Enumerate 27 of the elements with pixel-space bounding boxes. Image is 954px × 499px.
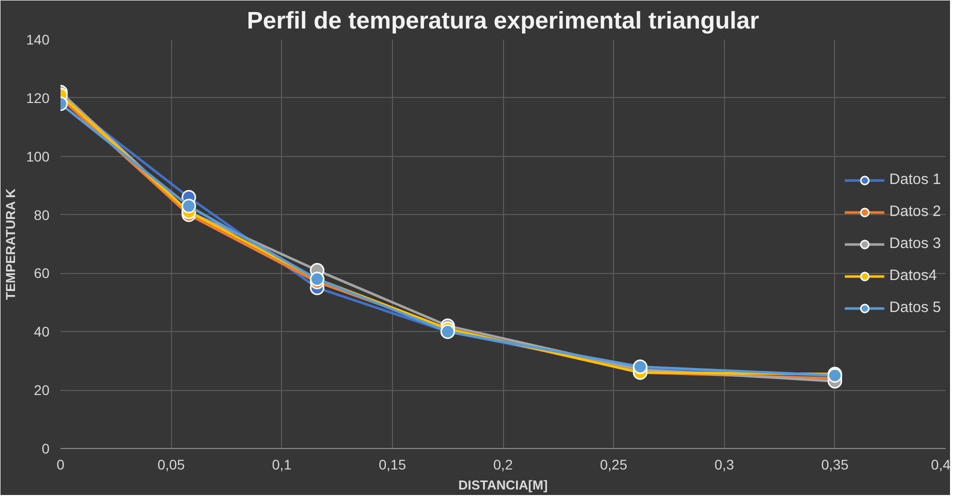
y-axis-title: TEMPERATURA K — [3, 188, 18, 300]
x-tick-label: 0,1 — [272, 456, 292, 472]
legend-label: Datos 3 — [889, 235, 941, 252]
legend-label: Datos 5 — [889, 299, 941, 316]
x-tick-label: 0,25 — [600, 456, 628, 472]
y-tick-label: 120 — [26, 90, 50, 106]
legend-label: Datos 2 — [889, 203, 941, 220]
x-tick-label: 0,15 — [378, 456, 406, 472]
y-tick-label: 80 — [34, 206, 50, 223]
x-tick-label: 0,05 — [158, 456, 185, 472]
x-tick-label: 0,35 — [821, 456, 849, 472]
x-tick-label: 0 — [56, 456, 65, 472]
point — [632, 359, 648, 374]
y-tick-label: 40 — [34, 324, 50, 340]
y-tick-label: 20 — [34, 382, 50, 398]
legend-label: Datos 1 — [889, 171, 941, 188]
x-tick-label: 0,3 — [714, 456, 734, 472]
point — [182, 198, 196, 214]
x-tick-label: 0,4 — [931, 456, 951, 472]
chart-title: Perfil de temperatura experimental triangular — [246, 8, 760, 34]
y-tick-label: 100 — [26, 148, 50, 164]
legend-label: Datos4 — [889, 267, 937, 284]
x-axis-title: DISTANCIA[M] — [458, 478, 548, 492]
y-tick-label: 140 — [26, 32, 50, 48]
y-tick-label: 60 — [34, 265, 50, 282]
y-tick-label: 0 — [42, 440, 50, 456]
x-tick-label: 0,2 — [493, 456, 513, 472]
